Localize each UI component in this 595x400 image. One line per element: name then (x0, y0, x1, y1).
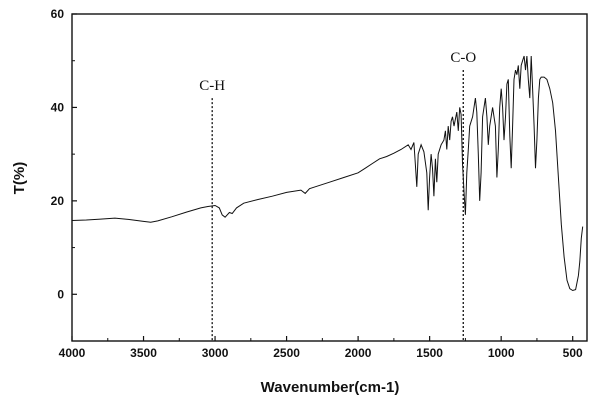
annotation-label: C-O (450, 50, 476, 66)
x-tick-label: 1000 (488, 346, 515, 360)
y-tick-label: 60 (51, 7, 65, 21)
x-tick-label: 3500 (130, 346, 157, 360)
x-tick-label: 2500 (273, 346, 300, 360)
y-tick-label: 20 (51, 194, 65, 208)
x-tick-label: 2000 (345, 346, 372, 360)
y-tick-label: 40 (51, 100, 65, 114)
plot-frame (71, 13, 588, 342)
x-tick-label: 1500 (416, 346, 443, 360)
annotation-label: C-H (199, 78, 225, 94)
axis-tick-labels: 4000 3500 3000 2500 2000 1500 1000 500 0 20 40 60 (51, 7, 583, 360)
axis-ticks (71, 13, 574, 341)
y-axis-title: T(%) (11, 162, 28, 195)
series-line (71, 55, 584, 292)
peak-annotations: C-H C-O (199, 50, 476, 341)
x-tick-label: 3000 (202, 346, 229, 360)
x-tick-label: 4000 (59, 346, 86, 360)
x-tick-label: 500 (563, 346, 583, 360)
x-axis-title: Wavenumber(cm-1) (261, 379, 400, 396)
y-tick-label: 0 (57, 287, 64, 301)
